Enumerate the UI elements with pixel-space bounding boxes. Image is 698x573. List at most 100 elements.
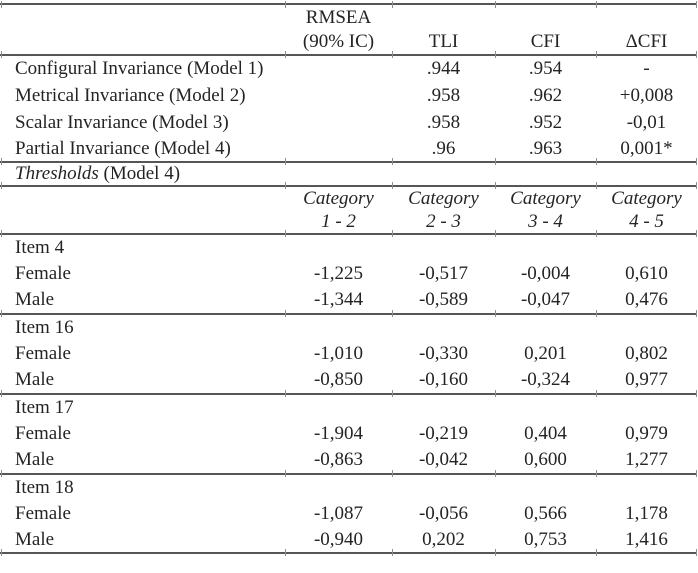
header-delta-cfi: ΔCFI <box>625 31 668 52</box>
item-name: Item 4 <box>15 236 65 258</box>
threshold-value: 0,979 <box>625 422 668 444</box>
cfi-value: .962 <box>528 84 563 106</box>
threshold-value: -1,225 <box>313 262 364 284</box>
threshold-value: -0,589 <box>418 289 469 310</box>
model-fit-and-thresholds-table: RMSEA (90% IC) TLI CFI ΔCFI Configural I… <box>0 3 697 554</box>
header-spacer <box>495 4 596 30</box>
threshold-value: -0,219 <box>418 422 469 444</box>
category-range: 2 - 3 <box>426 211 461 232</box>
threshold-value: -1,904 <box>313 422 364 444</box>
threshold-value: 0,202 <box>422 528 465 550</box>
header-90ic: (90% IC) <box>302 31 375 52</box>
cfi-value: .954 <box>528 58 563 79</box>
item-header-row: Item 4 <box>0 234 697 260</box>
category-header-row-1: Category Category Category Category <box>0 186 697 211</box>
threshold-value: 0,802 <box>625 342 668 364</box>
thresholds-section-row: Thresholds (Model 4) <box>0 162 697 186</box>
header-rmsea: RMSEA <box>305 6 372 28</box>
item-name: Item 17 <box>15 396 74 418</box>
model-fit-row: Scalar Invariance (Model 3) .958 .952 -0… <box>0 109 697 136</box>
tli-value: .96 <box>431 137 456 159</box>
thresholds-section-title: Thresholds (Model 4) <box>0 162 697 186</box>
threshold-row: Male -0,863 -0,042 0,600 1,277 <box>0 447 697 474</box>
threshold-value: -0,850 <box>313 369 364 390</box>
row-label: Metrical Invariance (Model 2) <box>15 84 246 106</box>
threshold-value: -1,087 <box>313 502 364 524</box>
group-label: Male <box>15 449 55 470</box>
category-header: Category <box>510 188 581 209</box>
threshold-value: 1,416 <box>625 528 668 550</box>
threshold-value: -0,863 <box>313 449 364 470</box>
delta-cfi-value: +0,008 <box>619 84 674 106</box>
delta-cfi-value: -0,01 <box>626 111 667 133</box>
threshold-value: -1,010 <box>313 342 364 364</box>
threshold-row: Male -0,940 0,202 0,753 1,416 <box>0 527 697 553</box>
threshold-value: -0,047 <box>520 289 571 310</box>
threshold-value: -1,344 <box>313 289 364 310</box>
threshold-row: Female -1,087 -0,056 0,566 1,178 <box>0 500 697 527</box>
header-spacer <box>0 211 285 234</box>
threshold-value: -0,940 <box>313 528 364 550</box>
header-row-2: (90% IC) TLI CFI ΔCFI <box>0 30 697 55</box>
threshold-value: -0,056 <box>418 502 469 524</box>
threshold-value: -0,324 <box>520 369 571 390</box>
group-label: Male <box>15 528 55 550</box>
item-header-row: Item 17 <box>0 394 697 420</box>
rmsea-value <box>285 109 392 136</box>
threshold-value: 0,404 <box>524 422 567 444</box>
threshold-value: 0,600 <box>524 449 567 470</box>
tli-value: .958 <box>426 84 461 106</box>
group-label: Female <box>15 342 71 364</box>
threshold-value: -0,004 <box>520 262 571 284</box>
item-header-row: Item 18 <box>0 474 697 500</box>
threshold-value: 0,977 <box>625 369 668 390</box>
threshold-value: 1,277 <box>625 449 668 470</box>
header-spacer <box>0 30 285 55</box>
threshold-row: Male -0,850 -0,160 -0,324 0,977 <box>0 367 697 394</box>
threshold-row: Female -1,010 -0,330 0,201 0,802 <box>0 340 697 367</box>
thresholds-title-italic: Thresholds <box>15 163 99 184</box>
threshold-row: Male -1,344 -0,589 -0,047 0,476 <box>0 287 697 314</box>
group-label: Male <box>15 289 55 310</box>
cfi-value: .952 <box>528 111 563 133</box>
tli-value: .958 <box>426 111 461 133</box>
threshold-value: 0,476 <box>625 289 668 310</box>
category-range: 3 - 4 <box>528 211 563 232</box>
header-spacer <box>596 4 697 30</box>
tli-value: .944 <box>426 58 461 79</box>
category-range: 4 - 5 <box>629 211 664 232</box>
row-label: Scalar Invariance (Model 3) <box>15 111 229 133</box>
category-header-row-2: 1 - 2 2 - 3 3 - 4 4 - 5 <box>0 211 697 234</box>
header-spacer <box>0 4 285 30</box>
header-tli: TLI <box>428 31 459 52</box>
model-fit-row: Metrical Invariance (Model 2) .958 .962 … <box>0 82 697 109</box>
category-header: Category <box>408 188 479 209</box>
threshold-value: 1,178 <box>625 502 668 524</box>
group-label: Female <box>15 262 71 284</box>
group-label: Female <box>15 502 71 524</box>
rmsea-value <box>285 55 392 82</box>
group-label: Female <box>15 422 71 444</box>
thresholds-title-rest: (Model 4) <box>98 163 181 184</box>
threshold-value: 0,201 <box>524 342 567 364</box>
threshold-value: -0,042 <box>418 449 469 470</box>
header-spacer <box>392 4 495 30</box>
rmsea-value <box>285 82 392 109</box>
model-fit-row: Partial Invariance (Model 4) .96 .963 0,… <box>0 136 697 162</box>
model-fit-row: Configural Invariance (Model 1) .944 .95… <box>0 55 697 82</box>
item-name: Item 16 <box>15 316 74 338</box>
header-cfi: CFI <box>530 31 561 52</box>
header-spacer <box>0 186 285 211</box>
row-label: Configural Invariance (Model 1) <box>15 58 264 79</box>
category-header: Category <box>611 188 682 209</box>
threshold-row: Female -1,225 -0,517 -0,004 0,610 <box>0 260 697 287</box>
cfi-value: .963 <box>528 137 563 159</box>
category-range: 1 - 2 <box>321 211 356 232</box>
threshold-value: -0,330 <box>418 342 469 364</box>
threshold-value: -0,160 <box>418 369 469 390</box>
category-header: Category <box>303 188 374 209</box>
delta-cfi-value: 0,001* <box>620 137 673 159</box>
threshold-value: 0,753 <box>524 528 567 550</box>
item-name: Item 18 <box>15 476 74 498</box>
